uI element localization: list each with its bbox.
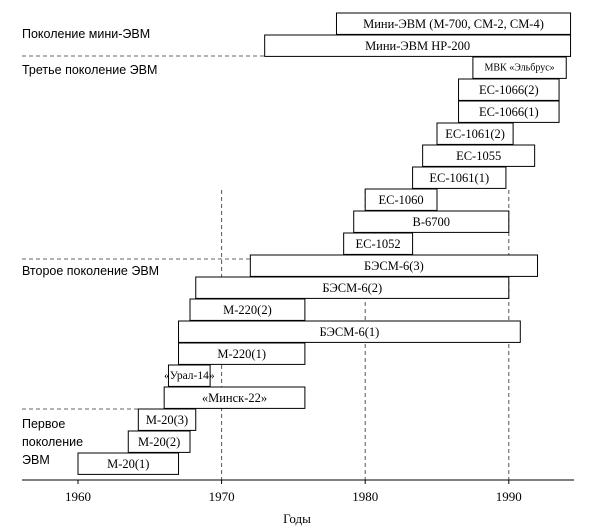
bar-rect <box>137 408 197 431</box>
tick-label-1970: 1970 <box>209 489 235 504</box>
bar-14: М-220(2) <box>189 298 306 321</box>
bar-rect <box>335 12 572 35</box>
bar-rect <box>364 188 438 211</box>
generation-label-line: поколение <box>22 435 83 449</box>
bar-rect <box>458 100 560 123</box>
x-axis: 1960 1970 1980 1990 <box>22 479 574 504</box>
bar-8: ЕС-1061(1) <box>412 166 507 189</box>
bar-label: БЭСМ-6(1) <box>319 325 379 339</box>
bar-rect <box>249 254 539 277</box>
generation-labels: Поколение мини-ЭВМ Третье поколение ЭВМ Вт… <box>22 27 159 467</box>
bar-3: МВК «Эльбрус» <box>472 56 567 79</box>
bar-rect <box>167 364 211 387</box>
bar-label: ЕС-1061(1) <box>429 171 489 185</box>
bar-label: ЕС-1055 <box>456 149 501 163</box>
bar-20: М-20(2) <box>127 430 191 453</box>
bar-1: Мини-ЭВМ (М-700, СМ-2, СМ-4) <box>335 12 572 35</box>
bar-label: БЭСМ-6(3) <box>364 259 424 273</box>
bar-11: ЕС-1052 <box>343 232 414 255</box>
bar-4: ЕС-1066(2) <box>458 78 560 101</box>
bar-rect <box>77 452 180 475</box>
bar-rect <box>178 342 306 365</box>
bar-label: М-20(1) <box>107 457 149 471</box>
bar-16: М-220(1) <box>178 342 306 365</box>
tick-label-1960: 1960 <box>65 489 91 504</box>
generation-label-1: Поколение мини-ЭВМ <box>22 27 150 41</box>
bar-label: МВК «Эльбрус» <box>484 63 554 74</box>
bar-rect <box>353 210 510 233</box>
generation-label-3: Второе поколение ЭВМ <box>22 264 159 278</box>
bar-label: «Минск-22» <box>202 391 267 405</box>
bar-label: «Урал-14» <box>164 370 215 382</box>
bar-label: М-220(1) <box>217 347 266 361</box>
bar-rect <box>195 276 510 299</box>
bar-rect <box>436 122 514 145</box>
generation-label-line: Третье поколение ЭВМ <box>22 63 157 77</box>
bar-5: ЕС-1066(1) <box>458 100 560 123</box>
bar-21: М-20(1) <box>77 452 180 475</box>
bar-rect <box>412 166 507 189</box>
bar-rect <box>422 144 536 167</box>
bar-label: М-20(3) <box>146 413 188 427</box>
bar-rect <box>264 34 572 57</box>
generation-label-2: Третье поколение ЭВМ <box>22 63 157 77</box>
bar-label: Мини-ЭВМ HP-200 <box>365 39 470 53</box>
bar-18: «Минск-22» <box>163 386 306 409</box>
bar-label: ЕС-1061(2) <box>445 127 505 141</box>
tick-label-1990: 1990 <box>496 489 522 504</box>
bar-label: М-20(2) <box>138 435 180 449</box>
bar-label: БЭСМ-6(2) <box>322 281 382 295</box>
generation-label-4: Первое поколение ЭВМ <box>22 417 83 467</box>
bar-label: ЕС-1052 <box>356 237 401 251</box>
bar-label: ЕС-1060 <box>379 193 424 207</box>
bar-label: ЕС-1066(1) <box>479 105 539 119</box>
bar-label: М-220(2) <box>223 303 272 317</box>
bar-label: Мини-ЭВМ (М-700, СМ-2, СМ-4) <box>363 17 544 31</box>
bar-rect <box>127 430 191 453</box>
bar-10: В-6700 <box>353 210 510 233</box>
generation-label-line: ЭВМ <box>22 453 50 467</box>
bar-17: «Урал-14» <box>164 364 215 387</box>
bar-rect <box>472 56 567 79</box>
bar-9: ЕС-1060 <box>364 188 438 211</box>
bar-rect <box>343 232 414 255</box>
bar-label: ЕС-1066(2) <box>479 83 539 97</box>
tick-label-1980: 1980 <box>352 489 378 504</box>
generation-separators <box>22 55 264 410</box>
generation-label-line: Поколение мини-ЭВМ <box>22 27 150 41</box>
bar-15: БЭСМ-6(1) <box>178 320 521 343</box>
grid-lines <box>221 190 510 480</box>
bar-label: В-6700 <box>413 215 451 229</box>
bar-7: ЕС-1055 <box>422 144 536 167</box>
x-axis-title: Годы <box>283 511 311 526</box>
bars: Мини-ЭВМ (М-700, СМ-2, СМ-4) Мини-ЭВМ HP-… <box>77 12 572 475</box>
bar-13: БЭСМ-6(2) <box>195 276 510 299</box>
bar-2: Мини-ЭВМ HP-200 <box>264 34 572 57</box>
bar-6: ЕС-1061(2) <box>436 122 514 145</box>
generation-label-line: Первое <box>22 417 65 431</box>
bar-12: БЭСМ-6(3) <box>249 254 539 277</box>
bar-rect <box>163 386 306 409</box>
bar-rect <box>178 320 521 343</box>
generation-label-line: Второе поколение ЭВМ <box>22 264 159 278</box>
bar-19: М-20(3) <box>137 408 197 431</box>
bar-rect <box>458 78 560 101</box>
bar-rect <box>189 298 306 321</box>
